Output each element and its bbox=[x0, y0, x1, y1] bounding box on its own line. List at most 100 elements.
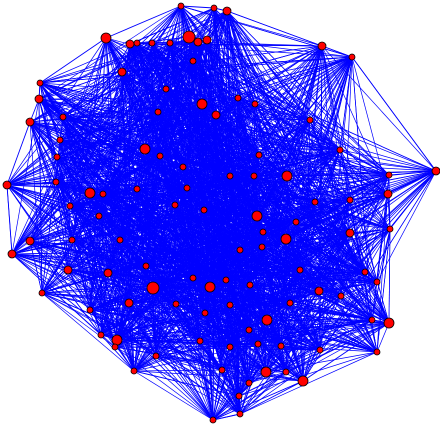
graph-edge bbox=[256, 215, 366, 273]
graph-node bbox=[368, 316, 376, 324]
graph-node bbox=[282, 368, 290, 376]
graph-node bbox=[280, 233, 292, 245]
graph-edge bbox=[128, 249, 241, 304]
graph-edge bbox=[165, 88, 341, 151]
graph-edge bbox=[229, 246, 263, 348]
graph-edge bbox=[226, 10, 239, 99]
graph-edge bbox=[248, 56, 353, 384]
graph-edge bbox=[29, 121, 69, 271]
graph-edge bbox=[38, 60, 194, 100]
graph-node bbox=[236, 410, 244, 418]
graph-edge bbox=[151, 42, 437, 172]
graph-edge bbox=[318, 290, 321, 351]
graph-node bbox=[245, 326, 253, 334]
graph-edge bbox=[286, 56, 353, 177]
graph-edge bbox=[213, 7, 389, 195]
graph-edge bbox=[89, 309, 206, 314]
graph-edge bbox=[6, 181, 57, 186]
graph-node bbox=[166, 39, 174, 47]
graph-edge bbox=[105, 37, 184, 168]
graph-edge bbox=[280, 238, 287, 347]
graph-edge bbox=[55, 111, 159, 183]
graph-edge bbox=[89, 286, 211, 311]
graph-node bbox=[383, 317, 395, 329]
graph-node bbox=[116, 236, 124, 244]
graph-edge bbox=[212, 380, 304, 421]
graph-node bbox=[251, 210, 263, 222]
graph-edge bbox=[309, 119, 390, 176]
graph-edge bbox=[39, 82, 320, 292]
graph-edge bbox=[89, 192, 118, 341]
graph-edge bbox=[213, 7, 288, 177]
graph-node bbox=[260, 366, 272, 378]
graph-edge bbox=[136, 42, 211, 288]
graph-node bbox=[250, 172, 258, 180]
graph-edge bbox=[349, 199, 378, 353]
graph-node bbox=[171, 201, 179, 209]
graph-node bbox=[196, 337, 204, 345]
graph-edge bbox=[157, 41, 199, 113]
graph-node bbox=[177, 2, 185, 10]
graph-edge bbox=[175, 238, 287, 305]
graph-node bbox=[286, 299, 294, 307]
graph-edge bbox=[59, 139, 231, 306]
graph-edge bbox=[165, 39, 208, 90]
graph-edge bbox=[265, 349, 321, 373]
graph-node bbox=[36, 79, 44, 87]
graph-edge bbox=[6, 139, 61, 186]
graph-edge bbox=[41, 292, 116, 348]
graph-edge bbox=[206, 39, 217, 116]
graph-edge bbox=[155, 355, 214, 421]
graph-edge bbox=[203, 209, 268, 321]
graph-edge bbox=[226, 10, 311, 121]
graph-edge bbox=[266, 319, 390, 324]
graph-edge bbox=[59, 97, 239, 141]
graph-edge bbox=[114, 346, 267, 373]
graph-node bbox=[133, 39, 141, 47]
graph-edge bbox=[121, 56, 353, 73]
graph-edge bbox=[203, 209, 320, 292]
graph-edge bbox=[155, 231, 264, 357]
graph-edge bbox=[314, 201, 366, 273]
graph-node bbox=[84, 187, 96, 199]
graph-node bbox=[316, 346, 324, 354]
graph-edge bbox=[6, 184, 100, 217]
graph-edge bbox=[100, 334, 287, 373]
graph-edge bbox=[6, 41, 199, 186]
graph-edge bbox=[128, 43, 131, 304]
graph-edge bbox=[98, 36, 190, 217]
graph-edge bbox=[302, 322, 390, 382]
graph-edge bbox=[121, 71, 351, 234]
graph-node bbox=[348, 53, 356, 61]
graph-edge bbox=[89, 302, 291, 311]
graph-edge bbox=[136, 188, 264, 233]
graph-node bbox=[52, 178, 60, 186]
graph-node bbox=[196, 98, 208, 110]
graph-edge bbox=[121, 71, 301, 271]
graph-edge bbox=[11, 253, 378, 283]
graph-edge bbox=[6, 121, 31, 186]
graph-edge bbox=[129, 43, 373, 321]
graph-edge bbox=[186, 175, 288, 189]
graph-edge bbox=[105, 37, 241, 415]
graph-node bbox=[162, 85, 170, 93]
graph-node bbox=[200, 206, 208, 214]
graph-edge bbox=[41, 292, 390, 324]
graph-node bbox=[317, 41, 327, 51]
graph-edge bbox=[107, 272, 240, 397]
graph-edge bbox=[159, 155, 255, 177]
graph-edge bbox=[116, 319, 373, 341]
graph-edge bbox=[69, 45, 323, 207]
graph-node bbox=[346, 196, 354, 204]
graph-edge bbox=[389, 170, 437, 230]
graph-node bbox=[7, 249, 17, 259]
graph-edge bbox=[157, 111, 194, 279]
graph-node bbox=[385, 171, 393, 179]
graph-edge bbox=[213, 7, 241, 415]
graph-edge bbox=[249, 56, 353, 286]
graph-node bbox=[209, 416, 217, 424]
graph-node bbox=[210, 4, 218, 12]
graph-edge bbox=[321, 45, 342, 297]
graph-edge bbox=[136, 188, 258, 217]
graph-edge bbox=[253, 175, 351, 234]
